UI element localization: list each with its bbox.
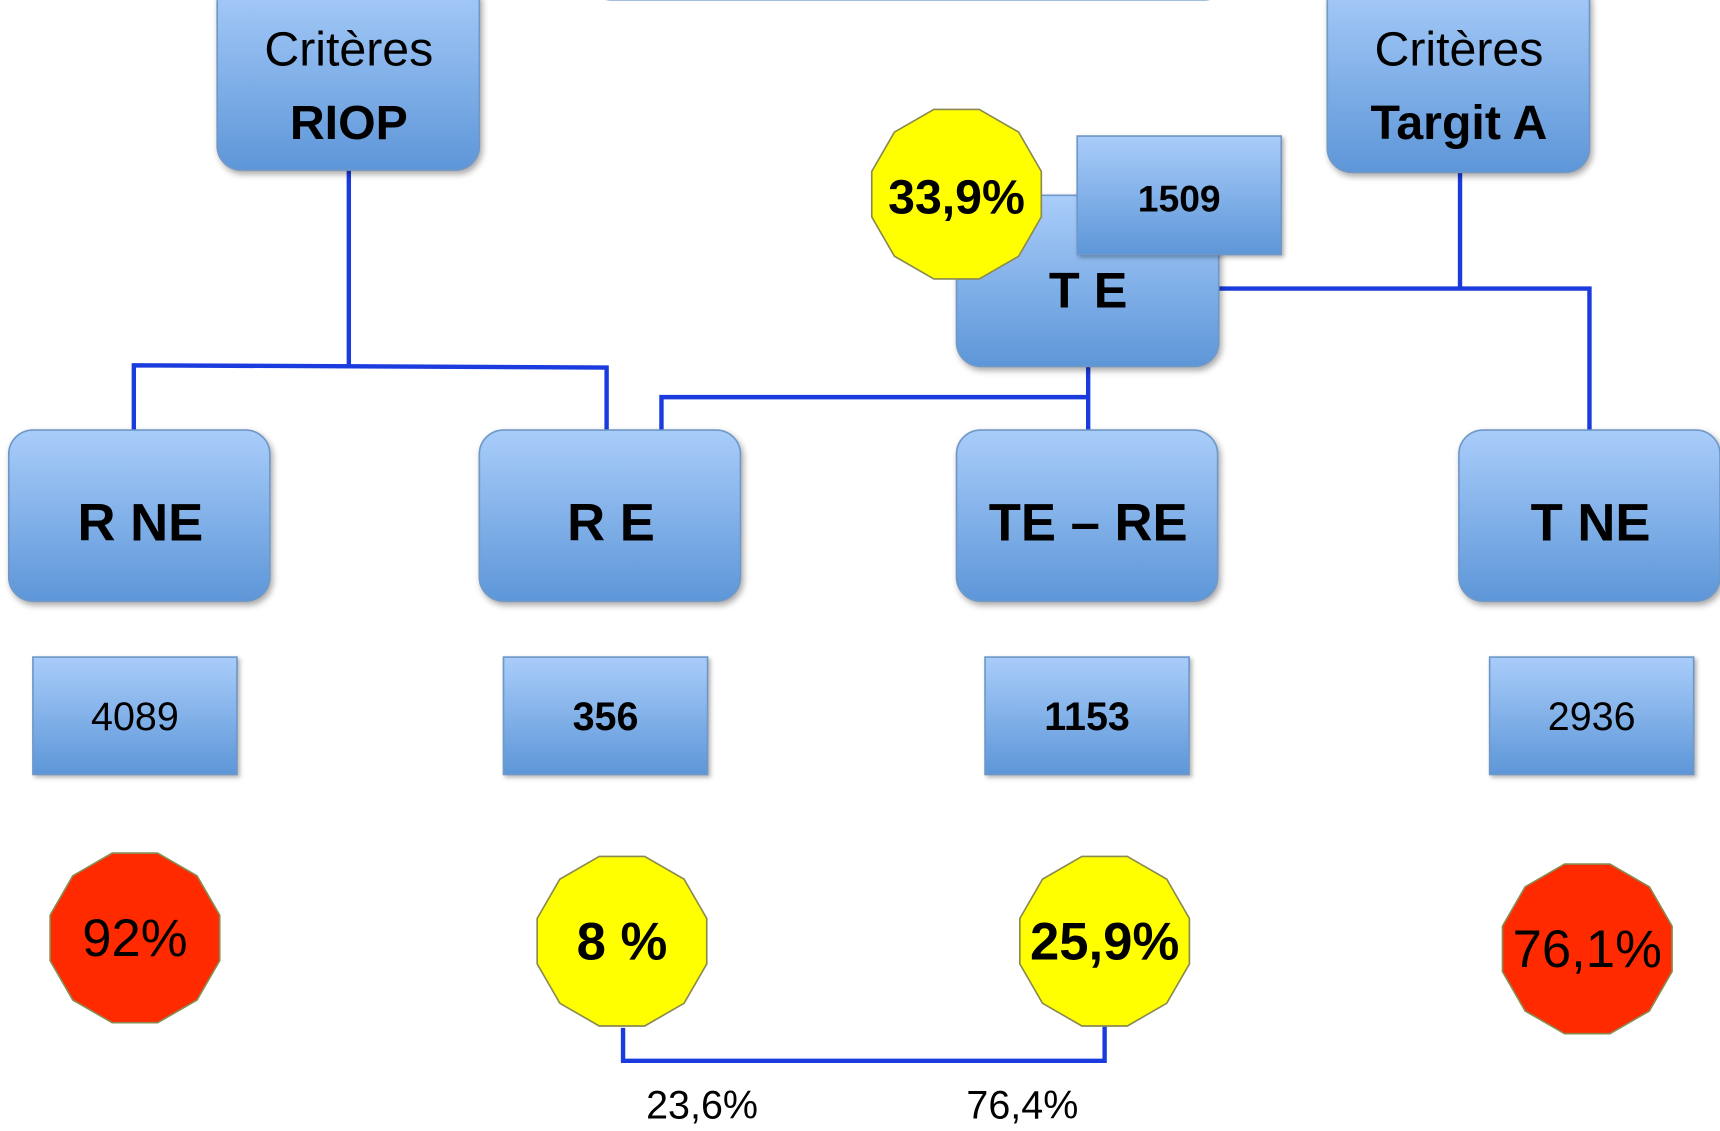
connector: [1218, 286, 1592, 431]
node-label: R E: [567, 493, 655, 552]
count-box: [1488, 656, 1695, 776]
node-label: T NE: [1531, 493, 1651, 552]
node-label: R NE: [78, 493, 204, 552]
count-box: [984, 656, 1190, 776]
count-label: 1153: [1044, 695, 1130, 739]
count-box: [1076, 135, 1283, 256]
node-box: [7, 429, 271, 602]
node-label: TE – RE: [989, 493, 1188, 552]
percent-label: 33,9%: [888, 171, 1025, 225]
connector: [620, 1025, 1107, 1063]
node-box: [1458, 429, 1720, 602]
badge: [1501, 863, 1673, 1035]
count-box: [32, 656, 238, 776]
node-label: T E: [1049, 261, 1127, 318]
split-label: 23,6%: [646, 1083, 758, 1127]
count-box: [502, 656, 709, 776]
node-box: [1326, 0, 1591, 174]
badge: [870, 108, 1043, 280]
criteria-label: Critères: [264, 22, 433, 76]
connectors: [131, 170, 1592, 1063]
badge: [49, 852, 221, 1024]
criteria-name: Targit A: [1370, 96, 1547, 150]
node-box: [478, 429, 742, 602]
percent-label: 25,9%: [1030, 912, 1179, 971]
count-label: 2936: [1548, 695, 1636, 739]
count-label: 356: [573, 695, 639, 739]
percent-label: 76,1%: [1513, 920, 1662, 979]
criteria-label: Critères: [1374, 22, 1543, 76]
badge: [536, 855, 708, 1027]
node-box: [216, 0, 481, 171]
count-label: 4089: [91, 695, 179, 739]
percent-label: 8 %: [577, 912, 668, 971]
node-box: [955, 429, 1219, 602]
split-label: 76,4%: [966, 1083, 1078, 1127]
criteria-name: RIOP: [290, 96, 408, 150]
count-label: 1509: [1138, 178, 1221, 220]
percent-label: 92%: [82, 909, 187, 968]
connector: [659, 394, 1089, 431]
connector: [131, 363, 609, 431]
badge: [1019, 855, 1191, 1027]
